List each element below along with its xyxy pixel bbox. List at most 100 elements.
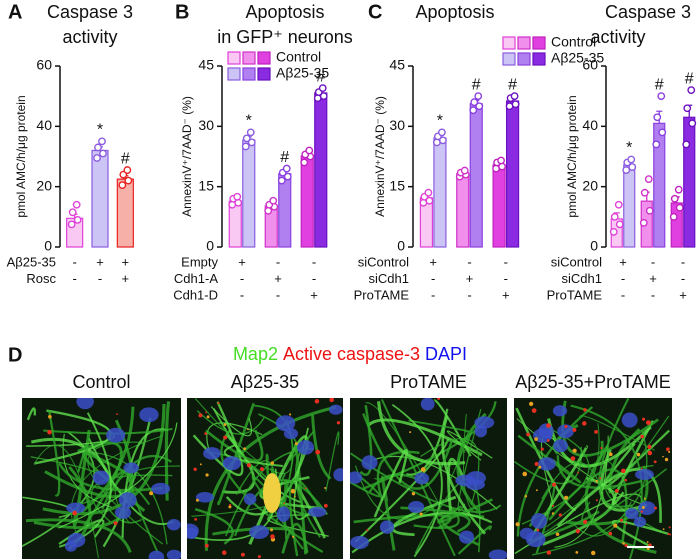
neurite bbox=[611, 519, 670, 548]
data-point bbox=[622, 166, 631, 174]
condition-mark: - bbox=[312, 271, 316, 286]
nucleus bbox=[92, 470, 110, 485]
neurite bbox=[570, 404, 643, 559]
caspase-spot bbox=[595, 499, 598, 502]
nucleus bbox=[633, 516, 647, 528]
data-point bbox=[246, 128, 255, 137]
legend-label: Aβ25-35 bbox=[551, 50, 604, 66]
caspase-spot bbox=[536, 528, 540, 532]
data-point bbox=[318, 84, 327, 93]
data-point bbox=[628, 163, 637, 171]
condition-mark: - bbox=[72, 271, 76, 286]
caspase-spot bbox=[622, 542, 625, 545]
caspase-spot bbox=[624, 478, 628, 482]
image-label: Aβ25-35+ProTAME bbox=[515, 372, 671, 392]
nucleus bbox=[530, 513, 548, 529]
neurite bbox=[196, 410, 265, 435]
condition-mark: - bbox=[240, 271, 244, 286]
data-point bbox=[67, 220, 76, 229]
data-point bbox=[627, 155, 636, 164]
nucleus bbox=[329, 404, 343, 415]
chart-title: Caspase 3 bbox=[605, 2, 691, 22]
caspase-spot bbox=[608, 452, 613, 457]
y-tick-label: 20 bbox=[582, 177, 598, 193]
neurite bbox=[517, 434, 582, 484]
condition-mark: + bbox=[429, 254, 437, 269]
nucleus bbox=[638, 501, 656, 516]
caspase-spot bbox=[270, 461, 275, 465]
data-point bbox=[674, 185, 683, 194]
nucleus bbox=[621, 412, 638, 428]
caspase-spot bbox=[615, 489, 619, 493]
data-point bbox=[269, 196, 278, 205]
legend-swatch bbox=[502, 36, 516, 50]
caspase-spot bbox=[113, 521, 118, 526]
condition-label: siCdh1 bbox=[369, 271, 409, 286]
data-point bbox=[283, 172, 292, 181]
nucleus bbox=[459, 530, 475, 544]
caspase-spot bbox=[608, 531, 613, 536]
significance-mark: # bbox=[316, 68, 325, 85]
data-point bbox=[123, 166, 132, 174]
stain-name: Map2 bbox=[233, 344, 278, 364]
data-point bbox=[675, 203, 684, 212]
nucleus bbox=[488, 549, 507, 559]
caspase-spot bbox=[583, 519, 588, 524]
caspase-spot bbox=[595, 479, 598, 483]
nucleus bbox=[625, 508, 639, 520]
condition-mark: + bbox=[274, 271, 282, 286]
caspase-spot bbox=[336, 421, 341, 425]
nucleus bbox=[114, 506, 132, 519]
condition-mark: + bbox=[96, 254, 104, 269]
nucleus bbox=[553, 439, 568, 453]
neurite bbox=[611, 420, 654, 506]
caspase-spot bbox=[546, 550, 552, 555]
significance-mark: # bbox=[472, 76, 481, 93]
neurite bbox=[391, 495, 457, 537]
y-tick-label: 60 bbox=[36, 57, 52, 73]
data-point bbox=[683, 104, 692, 113]
bar bbox=[242, 139, 256, 248]
nucleus bbox=[308, 506, 327, 517]
data-point bbox=[439, 136, 447, 145]
caspase-spot bbox=[314, 399, 320, 404]
caspase-spot bbox=[662, 528, 665, 531]
caspase-spot bbox=[599, 477, 602, 480]
caspase-spot bbox=[283, 502, 286, 505]
nucleus bbox=[243, 493, 257, 506]
bar bbox=[456, 173, 470, 248]
data-point bbox=[68, 208, 77, 217]
data-point bbox=[300, 158, 309, 167]
micrograph bbox=[350, 398, 507, 559]
legend-swatch bbox=[532, 52, 546, 66]
nucleus bbox=[350, 535, 369, 550]
condition-mark: + bbox=[649, 271, 657, 286]
caspase-spot bbox=[289, 413, 292, 416]
caspase-spot bbox=[409, 431, 412, 434]
y-tick-label: 0 bbox=[206, 238, 214, 254]
bar bbox=[623, 164, 636, 248]
caspase-spot bbox=[621, 468, 626, 474]
caspase-spot bbox=[270, 528, 274, 532]
data-point bbox=[319, 92, 328, 101]
caspase-spot bbox=[260, 467, 265, 472]
neurite bbox=[325, 431, 340, 492]
caspase-spot bbox=[526, 432, 530, 437]
data-point bbox=[670, 194, 679, 203]
data-point bbox=[511, 100, 520, 109]
caspase-spot bbox=[538, 465, 542, 469]
caspase-spot bbox=[668, 450, 671, 453]
caspase-spot bbox=[199, 463, 202, 466]
condition-mark: - bbox=[240, 287, 244, 302]
data-point bbox=[73, 215, 82, 224]
y-axis-label: AnnexinV⁺/7AAD⁻ (%) bbox=[373, 96, 387, 217]
stain-name: DAPI bbox=[425, 344, 467, 364]
neurite bbox=[210, 406, 253, 437]
nucleus bbox=[249, 525, 270, 539]
bar bbox=[91, 149, 109, 248]
y-tick-label: 30 bbox=[389, 117, 405, 133]
caspase-spot bbox=[570, 456, 576, 461]
caspase-spot bbox=[583, 408, 587, 412]
neurite bbox=[223, 443, 283, 467]
